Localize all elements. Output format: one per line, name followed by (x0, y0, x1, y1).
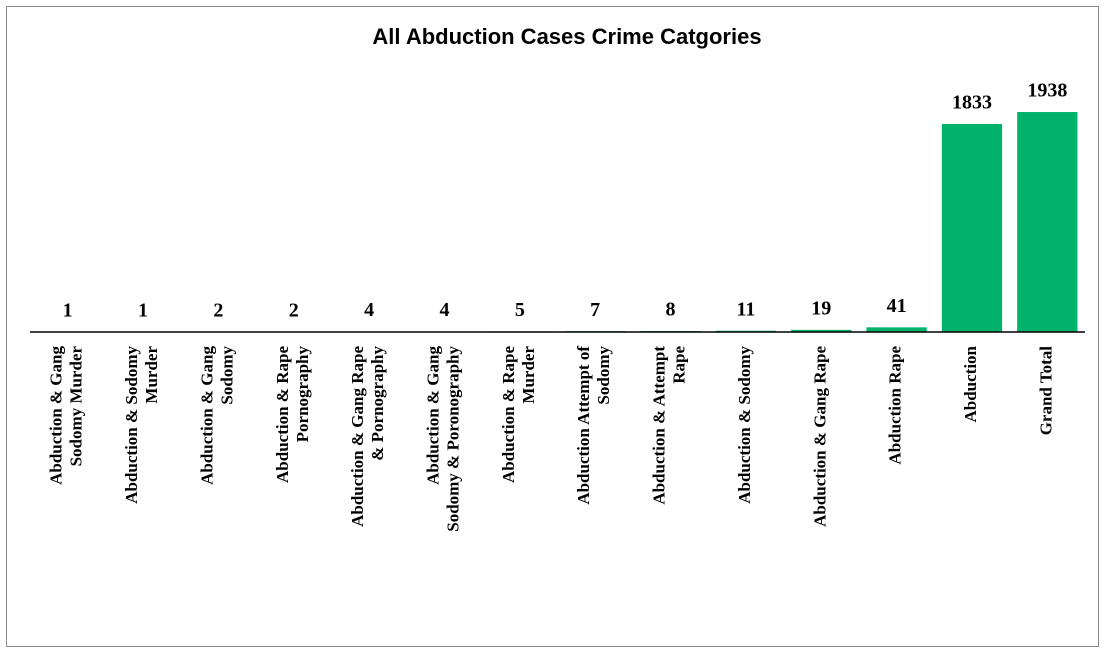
bar (1017, 112, 1078, 332)
x-tick-label: Abduction (961, 345, 980, 422)
chart-border (6, 6, 1099, 647)
value-label: 7 (590, 299, 600, 321)
x-tick-label: Abduction & RapePornography (273, 346, 312, 483)
value-label: 1938 (1027, 80, 1067, 102)
x-tick-label: Abduction & Gang Rape (810, 346, 829, 527)
x-tick-label: Abduction & GangSodomy (197, 346, 236, 485)
value-label: 41 (887, 295, 907, 317)
value-label: 4 (439, 299, 449, 321)
value-label: 1 (63, 299, 73, 321)
x-tick-label: Grand Total (1036, 346, 1055, 436)
value-label: 2 (213, 299, 223, 321)
x-tick-label: Abduction & AttemptRape (649, 346, 688, 505)
x-tick-label: Abduction & Gang Rape& Pornography (348, 346, 387, 527)
bar (791, 329, 852, 332)
value-label: 4 (364, 299, 374, 321)
value-label: 1 (138, 299, 148, 321)
value-label: 8 (666, 299, 676, 321)
x-tick-label: Abduction Rape (886, 346, 905, 465)
value-label: 11 (736, 298, 755, 320)
x-tick-label: Abduction & Sodomy (735, 346, 754, 504)
chart-title: All Abduction Cases Crime Catgories (372, 24, 761, 49)
x-tick-label: Abduction & GangSodomy Murder (47, 346, 86, 485)
value-label: 1833 (952, 92, 992, 114)
x-tick-label: Abduction & RapeMurder (499, 346, 538, 483)
value-label: 5 (515, 299, 525, 321)
bar (941, 123, 1003, 332)
value-label: 2 (289, 299, 299, 321)
x-tick-label: Abduction & GangSodomy & Poronography (423, 346, 462, 532)
x-tick-label: Abduction Attempt ofSodomy (574, 346, 613, 505)
x-tick-label: Abduction & SodomyMurder (122, 346, 161, 504)
bar (866, 327, 927, 332)
value-label: 19 (811, 297, 831, 319)
